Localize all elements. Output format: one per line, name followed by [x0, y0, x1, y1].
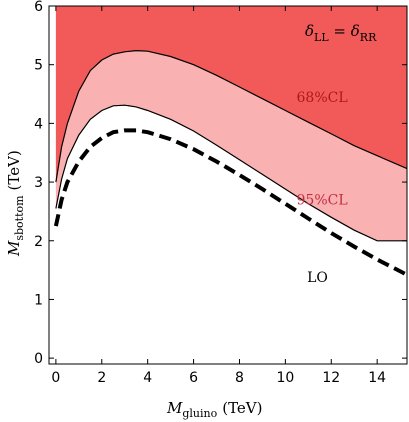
annotation-68cl: 68%CL	[297, 90, 348, 106]
boundary-cl68	[55, 49, 408, 183]
confidence-regions	[49, 6, 407, 241]
boundary-cl95	[55, 104, 407, 242]
y-axis-label: Msbottom(TeV)	[5, 150, 26, 257]
y-tick-label: 3	[34, 175, 43, 191]
x-tick-label: 12	[322, 370, 340, 386]
x-tick-label: 2	[97, 370, 106, 386]
x-tick-label: 8	[235, 370, 244, 386]
formula-label: δLL = δRR	[305, 22, 377, 44]
x-tick-label: 10	[276, 370, 294, 386]
series-line-lo	[53, 128, 408, 277]
region-labels: 68%CL 95%CL LO	[297, 90, 348, 286]
x-tick-label: 0	[51, 370, 60, 386]
x-axis-label: Mgluino (TeV)	[166, 399, 263, 420]
plot-frame	[48, 5, 408, 365]
y-tick-label: 1	[34, 292, 43, 308]
y-tick-label: 5	[34, 58, 43, 74]
x-tick-label: 14	[368, 370, 386, 386]
annotation-lo: LO	[307, 270, 328, 286]
y-tick-label: 4	[34, 116, 43, 132]
boundary-curves	[53, 49, 408, 277]
y-tick-label: 2	[34, 234, 43, 250]
x-tick-label: 4	[143, 370, 152, 386]
annotation-95cl: 95%CL	[297, 193, 348, 209]
x-tick-label: 6	[189, 370, 198, 386]
y-tick-label: 6	[34, 0, 43, 15]
y-tick-label: 0	[34, 351, 43, 367]
region-cl68	[49, 6, 407, 183]
